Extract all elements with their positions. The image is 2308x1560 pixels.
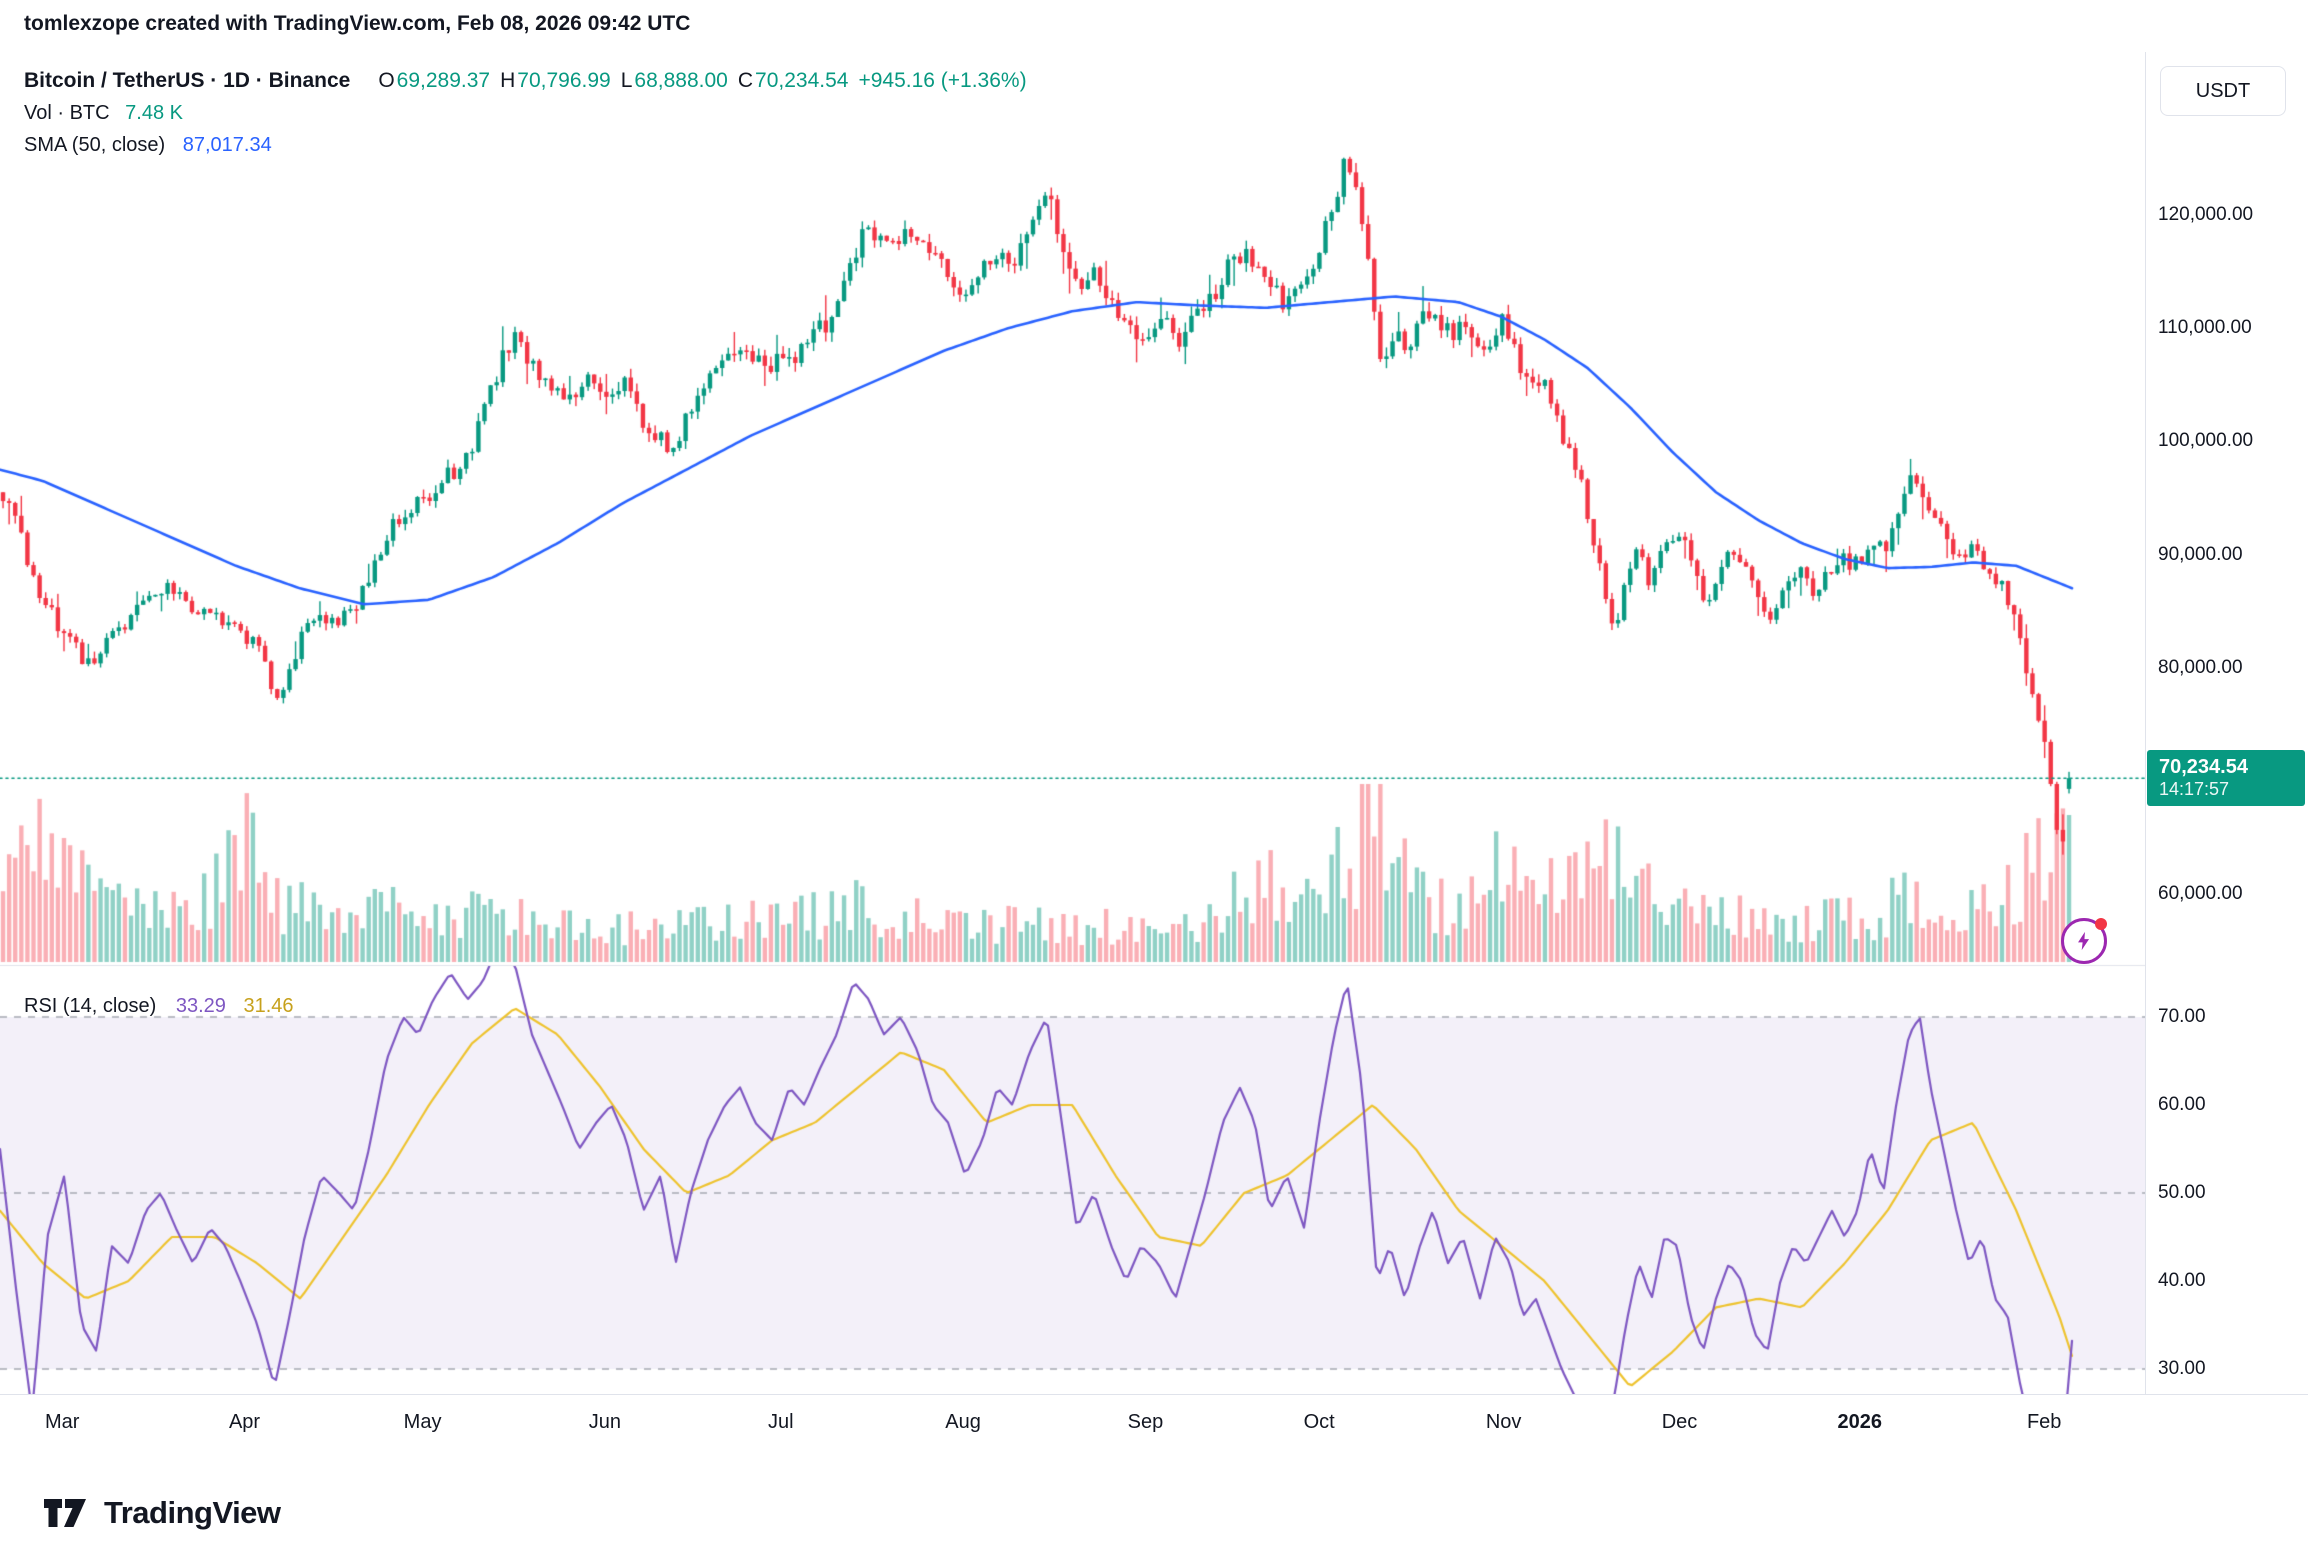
- tradingview-logo-icon: [44, 1499, 86, 1527]
- price-axis-label: 60,000.00: [2158, 883, 2243, 905]
- quick-trade-button[interactable]: [2061, 918, 2107, 964]
- change-value: +945.16 (+1.36%): [858, 69, 1027, 92]
- low-label: L: [620, 69, 633, 92]
- time-axis-label: Sep: [1127, 1411, 1164, 1433]
- sma-label: SMA (50, close): [24, 134, 166, 156]
- attribution-bar: tomlexzope created with TradingView.com,…: [0, 0, 2308, 52]
- currency-button[interactable]: USDT: [2160, 66, 2286, 116]
- attribution-text: tomlexzope created with TradingView.com,…: [24, 12, 691, 35]
- rsi-label: RSI (14, close): [24, 995, 157, 1017]
- bar-countdown: 14:17:57: [2159, 779, 2230, 800]
- time-axis-label: Dec: [1661, 1411, 1698, 1433]
- time-axis-label: Aug: [945, 1411, 981, 1433]
- volume-legend[interactable]: Vol · BTC 7.48 K: [24, 97, 1029, 129]
- rsi-axis-label: 50.00: [2158, 1182, 2206, 1203]
- lightning-icon: [2078, 931, 2090, 951]
- symbol-ohlc-row: Bitcoin / TetherUS · 1D · Binance O69,289…: [24, 64, 1029, 97]
- rsi-axis-label: 30.00: [2158, 1358, 2206, 1379]
- price-axis-label: 120,000.00: [2158, 204, 2254, 225]
- price-axis-label: 80,000.00: [2158, 656, 2243, 678]
- time-axis-label: Mar: [44, 1411, 80, 1433]
- tradingview-brand[interactable]: TradingView: [42, 1493, 281, 1533]
- open-label: O: [378, 69, 395, 92]
- last-price-value: 70,234.54: [2159, 756, 2248, 779]
- rsi-axis-label: 40.00: [2158, 1270, 2206, 1291]
- time-axis-label: Nov: [1485, 1411, 1522, 1433]
- close-value: 70,234.54: [755, 69, 849, 92]
- volume-value: 7.48 K: [125, 102, 183, 124]
- time-axis-label: Jun: [588, 1411, 621, 1433]
- time-axis-label: May: [403, 1411, 442, 1433]
- time-axis[interactable]: Mar Apr May Jun Jul Aug Sep Oct Nov Dec 2026 Feb: [0, 1394, 2308, 1461]
- symbol-legend[interactable]: Bitcoin / TetherUS · 1D · Binance O69,289…: [24, 64, 1029, 161]
- close-label: C: [737, 69, 754, 92]
- chart-canvas[interactable]: [0, 0, 2145, 1394]
- low-value: 68,888.00: [634, 69, 728, 92]
- time-axis-label: 2026: [1837, 1411, 1882, 1433]
- time-axis-label: Oct: [1303, 1411, 1335, 1433]
- symbol-title[interactable]: Bitcoin / TetherUS · 1D · Binance: [24, 69, 351, 92]
- high-value: 70,796.99: [517, 69, 611, 92]
- last-price-tag[interactable]: 70,234.54 14:17:57: [2147, 750, 2305, 807]
- time-axis-label: Jul: [767, 1411, 794, 1433]
- rsi-axis-label: 60.00: [2158, 1094, 2206, 1115]
- footer-bar: TradingView: [0, 1466, 2308, 1560]
- open-value: 69,289.37: [396, 69, 491, 92]
- notification-dot: [2095, 918, 2107, 930]
- sma-legend[interactable]: SMA (50, close) 87,017.34: [24, 129, 1029, 161]
- sma-value: 87,017.34: [182, 134, 272, 156]
- price-axis[interactable]: USDT 70,234.54 14:17:57 120,000.00 110,00…: [2145, 52, 2308, 1460]
- rsi-ma-value: 31.46: [243, 995, 294, 1017]
- tradingview-wordmark: TradingView: [104, 1495, 281, 1530]
- price-axis-label: 100,000.00: [2158, 430, 2254, 452]
- time-axis-label: Feb: [2026, 1411, 2062, 1433]
- price-axis-label: 110,000.00: [2158, 317, 2252, 339]
- rsi-axis-label: 70.00: [2158, 1006, 2206, 1027]
- price-axis-label: 90,000.00: [2158, 543, 2243, 565]
- rsi-value: 33.29: [175, 995, 226, 1017]
- rsi-legend[interactable]: RSI (14, close) 33.29 31.46: [24, 990, 294, 1022]
- time-axis-label: Apr: [228, 1411, 261, 1433]
- volume-label: Vol · BTC: [24, 102, 110, 124]
- high-label: H: [500, 69, 516, 92]
